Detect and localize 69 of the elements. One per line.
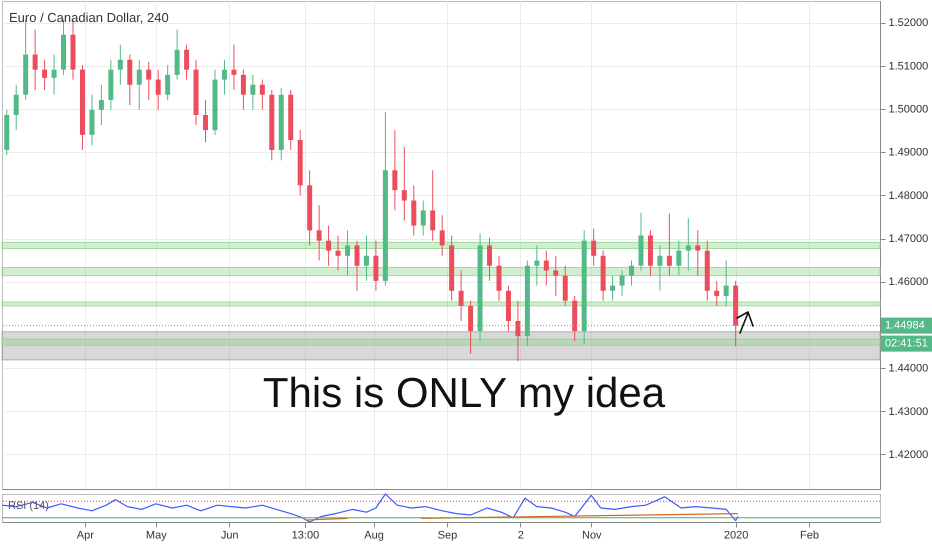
text: Euro / Canadian Dollar, 240 (9, 10, 169, 25)
y-tick-label: 1.46000 (888, 276, 928, 288)
candlestick (657, 244, 662, 292)
candlestick (222, 59, 227, 96)
candlestick (184, 44, 190, 80)
candlestick (666, 212, 672, 276)
text: 02:41:51 (885, 338, 928, 350)
candlestick (392, 130, 398, 211)
candlestick (420, 200, 426, 236)
x-tick-label: Apr (76, 530, 94, 542)
candlestick (260, 79, 265, 110)
candlestick (231, 44, 236, 90)
candlestick (544, 250, 549, 286)
x-tick-label: May (146, 530, 168, 542)
candlestick (458, 270, 464, 322)
ref-line-label: 1.44984 (885, 320, 925, 332)
candlestick (240, 69, 246, 110)
candlestick (440, 214, 445, 256)
candlestick (553, 255, 558, 296)
candlestick (146, 61, 152, 100)
x-tick-label: 2020 (724, 530, 748, 542)
candlestick (203, 99, 208, 143)
x-tick-label: Sep (438, 530, 458, 542)
y-tick-label: 1.51000 (888, 60, 928, 72)
y-tick-label: 1.44000 (888, 362, 928, 375)
candlestick (591, 228, 596, 266)
x-tick-label: Aug (364, 530, 384, 542)
candlestick (714, 280, 720, 306)
candlestick (98, 84, 104, 126)
x-tick-label: Jun (220, 530, 239, 542)
candlestick (326, 225, 332, 266)
candlestick (42, 59, 48, 90)
candlestick (336, 235, 341, 271)
candlestick (354, 240, 360, 292)
candlestick (629, 260, 634, 286)
x-tick-label: 13:00 (292, 530, 320, 542)
y-tick-label: 1.47000 (888, 233, 928, 246)
candlestick (52, 54, 57, 96)
x-tick-label: Feb (800, 530, 819, 542)
candlestick (695, 230, 700, 276)
candlestick (156, 69, 161, 110)
candlestick (515, 300, 520, 362)
y-tick-label: 1.52000 (888, 17, 928, 30)
candlestick (620, 270, 625, 296)
candlestick (686, 218, 691, 271)
candlestick (118, 44, 123, 86)
candlestick (487, 237, 492, 282)
candlestick (136, 59, 142, 110)
candlestick (345, 230, 350, 276)
x-tick-label: Nov (582, 530, 602, 542)
y-tick-label: 1.43000 (888, 406, 928, 418)
y-tick-label: 1.50000 (888, 103, 928, 116)
candlestick (534, 244, 540, 286)
y-tick-label: 1.42000 (888, 448, 928, 461)
candlestick (165, 64, 170, 100)
candlestick (14, 84, 19, 131)
y-tick-label: 1.49000 (888, 146, 928, 159)
candlestick (430, 170, 436, 242)
candlestick (364, 235, 369, 282)
candlestick (724, 260, 729, 306)
candlestick (610, 275, 616, 302)
candlestick (402, 146, 407, 221)
candlestick (250, 74, 256, 110)
x-tick-label: 2 (518, 530, 524, 542)
y-tick-label: 1.48000 (888, 190, 928, 202)
annotation: This is ONLY my idea (262, 369, 666, 416)
candlestick (676, 240, 682, 276)
candlestick (32, 29, 38, 90)
candlestick (316, 204, 322, 262)
